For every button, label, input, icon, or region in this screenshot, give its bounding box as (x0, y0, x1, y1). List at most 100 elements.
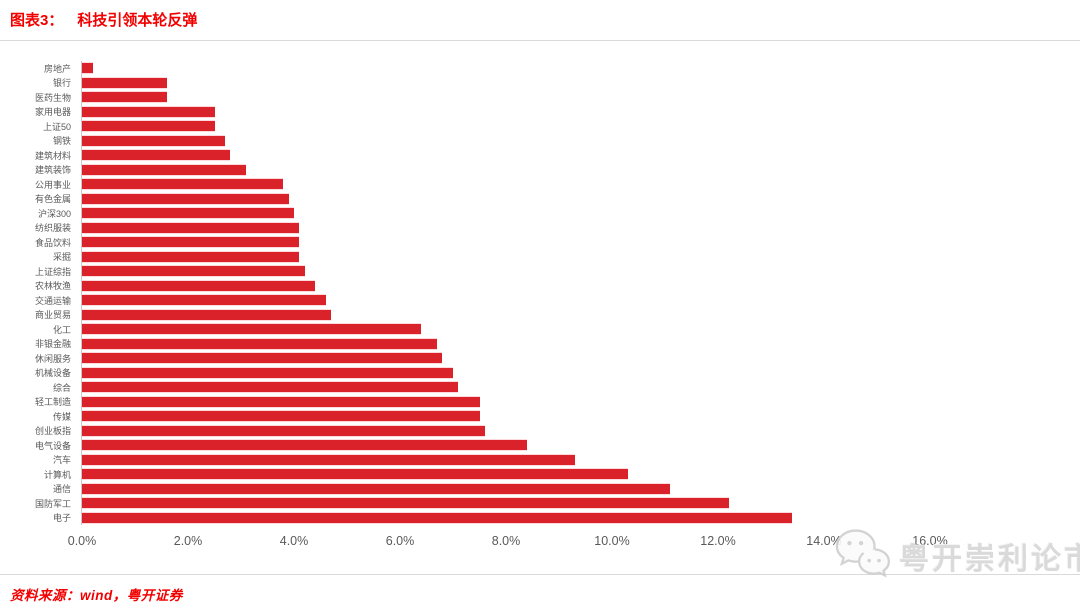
category-label: 农林牧渔 (34, 281, 71, 292)
category-label: 交通运输 (34, 295, 71, 306)
bar-row: 食品饮料 (0, 235, 1080, 250)
bar (82, 77, 167, 88)
bar (82, 411, 480, 422)
bar-track (82, 411, 930, 422)
bar (82, 498, 729, 509)
x-tick-label: 8.0% (491, 534, 521, 548)
category-label: 纺织服装 (34, 223, 71, 234)
category-label: 有色金属 (34, 194, 71, 205)
source-note: 资料来源：wind，粤开证券 (10, 588, 183, 603)
bar-row: 家用电器 (0, 105, 1080, 120)
bar-rows: 房地产 银行 医药生物 家用电器 上证50 钢铁 建筑材料 建筑装饰 公用事业 有色金属 沪深300… (0, 61, 1080, 525)
bar-track (82, 106, 930, 117)
bar (82, 179, 284, 190)
category-label: 机械设备 (34, 368, 71, 379)
category-label: 食品饮料 (34, 237, 71, 248)
x-tick-label: 16.0% (912, 534, 948, 548)
bar-track (82, 396, 930, 407)
bar-track (82, 367, 930, 378)
bar-row: 化工 (0, 322, 1080, 337)
bar-track (82, 469, 930, 480)
bar (82, 266, 305, 277)
bar-track (82, 295, 930, 306)
bar-row: 沪深300 (0, 206, 1080, 221)
bar (82, 324, 422, 335)
bar (82, 512, 793, 523)
bar-track (82, 164, 930, 175)
bar (82, 63, 93, 74)
bar (82, 237, 300, 248)
category-label: 沪深300 (37, 208, 71, 219)
category-label: 化工 (52, 324, 71, 335)
bar-row: 银行 (0, 76, 1080, 91)
category-label: 休闲服务 (34, 353, 71, 364)
bar-track (82, 63, 930, 74)
bar-track (82, 309, 930, 320)
bar-track (82, 193, 930, 204)
bar-track (82, 135, 930, 146)
x-axis: 0.0% 2.0% 4.0% 6.0% 8.0% 10.0% 12.0% 14.0% 16.0% (68, 525, 948, 555)
category-label: 电气设备 (34, 440, 71, 451)
bar-row: 有色金属 (0, 192, 1080, 207)
bar-track (82, 77, 930, 88)
category-label: 上证50 (42, 121, 71, 132)
bar (82, 382, 459, 393)
bar (82, 135, 226, 146)
category-label: 上证综指 (34, 266, 71, 277)
bar-row: 公用事业 (0, 177, 1080, 192)
category-label: 轻工制造 (34, 397, 71, 408)
bar (82, 222, 300, 233)
category-label: 传媒 (52, 411, 71, 422)
bar (82, 106, 215, 117)
x-tick-label: 4.0% (279, 534, 309, 548)
bar-row: 纺织服装 (0, 221, 1080, 236)
bar (82, 295, 326, 306)
x-tick-label: 0.0% (67, 534, 97, 548)
category-label: 建筑装饰 (34, 165, 71, 176)
bar-row: 汽车 (0, 453, 1080, 468)
x-tick-label: 14.0% (806, 534, 842, 548)
bar-track (82, 324, 930, 335)
bar-row: 通信 (0, 482, 1080, 497)
bar-track (82, 208, 930, 219)
bar-row: 医药生物 (0, 90, 1080, 105)
bar-row: 轻工制造 (0, 395, 1080, 410)
bar-row: 非银金融 (0, 337, 1080, 352)
bar-track (82, 483, 930, 494)
category-label: 汽车 (52, 455, 71, 466)
bar-track (82, 338, 930, 349)
bar-track (82, 454, 930, 465)
bar (82, 425, 485, 436)
bar (82, 193, 289, 204)
figure-footer: 资料来源：wind，粤开证券 (0, 574, 1080, 605)
category-label: 国防军工 (34, 498, 71, 509)
bar-row: 计算机 (0, 467, 1080, 482)
bar-track (82, 425, 930, 436)
bar-row: 国防军工 (0, 496, 1080, 511)
bar-row: 建筑材料 (0, 148, 1080, 163)
bar-track (82, 382, 930, 393)
x-tick-label: 6.0% (385, 534, 415, 548)
x-tick-label: 12.0% (700, 534, 736, 548)
bar-row: 上证50 (0, 119, 1080, 134)
bar (82, 164, 247, 175)
category-label: 家用电器 (34, 107, 71, 118)
bar-track (82, 512, 930, 523)
bar (82, 280, 316, 291)
bar (82, 150, 231, 161)
bar-track (82, 251, 930, 262)
bar-chart: 房地产 银行 医药生物 家用电器 上证50 钢铁 建筑材料 建筑装饰 公用事业 有色金属 沪深300… (0, 41, 1080, 555)
bar-row: 农林牧渔 (0, 279, 1080, 294)
figure-number-label: 图表3： (10, 12, 64, 29)
bar-row: 传媒 (0, 409, 1080, 424)
bar-row: 创业板指 (0, 424, 1080, 439)
bar-track (82, 353, 930, 364)
bar (82, 353, 443, 364)
bar-track (82, 237, 930, 248)
bar (82, 483, 671, 494)
bar-track (82, 92, 930, 103)
bar-row: 机械设备 (0, 366, 1080, 381)
bar-row: 建筑装饰 (0, 163, 1080, 178)
bar-row: 电气设备 (0, 438, 1080, 453)
bar-row: 电子 (0, 511, 1080, 526)
